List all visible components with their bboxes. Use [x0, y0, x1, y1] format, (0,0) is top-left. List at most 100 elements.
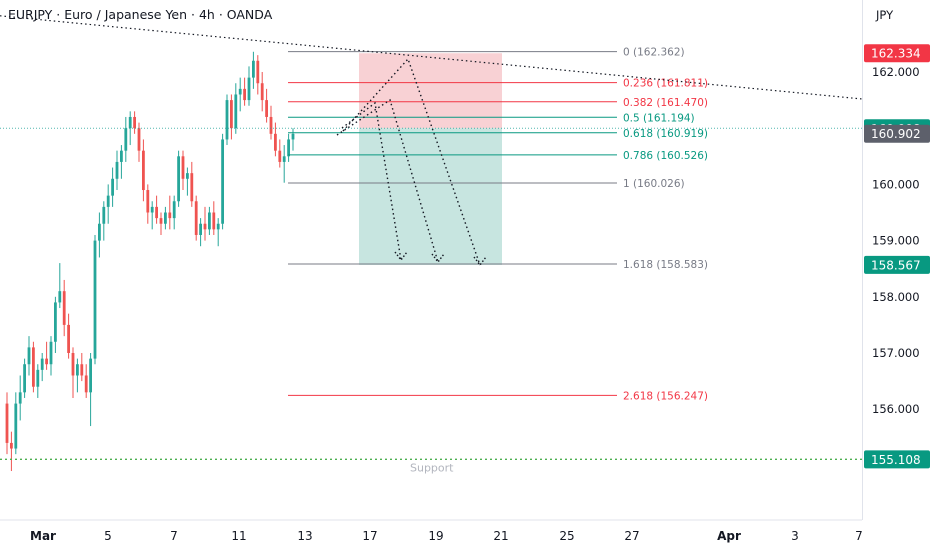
candle — [177, 150, 180, 207]
time-tick: 13 — [297, 529, 312, 543]
candle — [18, 375, 22, 421]
fib-label-2-618: 2.618 (156.247) — [623, 390, 708, 402]
price-tick: 162.000 — [872, 65, 920, 79]
stop-loss-zone — [359, 53, 502, 129]
time-tick: Apr — [717, 529, 741, 543]
candle-body — [203, 223, 207, 230]
candle — [150, 201, 154, 230]
price-label-text: 158.567 — [871, 258, 921, 272]
candle-body — [49, 341, 53, 365]
candle-body — [36, 369, 40, 387]
candle-body — [274, 133, 277, 151]
candle-body — [133, 116, 136, 129]
candle — [243, 77, 246, 106]
candle-body — [216, 223, 220, 230]
candle-body — [71, 353, 75, 376]
candle — [71, 347, 75, 398]
candle — [80, 353, 84, 382]
candle-body — [137, 128, 141, 151]
time-tick: 3 — [791, 529, 799, 543]
candle-body — [5, 403, 9, 443]
symbol-title[interactable]: EURJPY · Euro / Japanese Yen · 4h · OAND… — [8, 7, 273, 22]
candle — [155, 195, 158, 224]
candles — [5, 51, 295, 472]
time-tick: 11 — [231, 529, 246, 543]
candle — [274, 122, 277, 157]
candle — [199, 218, 202, 247]
time-tick: 25 — [559, 529, 574, 543]
candle — [146, 184, 150, 224]
candle-body — [120, 150, 123, 162]
take-profit-zone — [359, 128, 502, 265]
candle-body — [234, 94, 238, 129]
price-label-red: 162.334 — [864, 44, 930, 63]
candle-body — [146, 190, 150, 213]
position-zones — [359, 53, 502, 265]
price-label-bg — [864, 124, 930, 143]
candle — [247, 66, 251, 106]
currency-label[interactable]: JPY — [876, 8, 894, 22]
fib-label-0-618: 0.618 (160.919) — [623, 128, 708, 140]
candle-body — [115, 161, 119, 179]
candle-body — [164, 212, 167, 224]
candle — [49, 336, 53, 376]
price-tick: 157.000 — [872, 346, 920, 360]
candle — [186, 167, 189, 196]
fib-label-0-5: 0.5 (161.194) — [623, 112, 695, 124]
candle — [252, 51, 255, 89]
candle — [98, 212, 101, 258]
fib-label-0: 0 (162.362) — [623, 47, 685, 59]
candle — [172, 195, 176, 230]
candle — [238, 77, 242, 112]
candle-body — [181, 156, 185, 179]
candle-body — [54, 302, 57, 342]
price-label-green: 155.108 — [864, 450, 930, 469]
candle — [120, 145, 123, 179]
candle-body — [40, 358, 44, 370]
candle — [260, 72, 264, 112]
candle — [89, 353, 92, 427]
candle-body — [186, 173, 189, 179]
candle — [10, 431, 13, 472]
fib-label-0-236: 0.236 (161.811) — [623, 78, 708, 90]
candle-body — [128, 116, 132, 129]
candle — [230, 94, 233, 140]
candle — [142, 139, 145, 202]
candle-body — [67, 324, 70, 353]
candle-body — [252, 60, 255, 78]
time-axis: Mar 5 7 11 13 17 19 21 25 27 Apr 3 7 — [0, 519, 863, 543]
price-tick: 160.000 — [872, 177, 920, 191]
price-tick: 156.000 — [872, 402, 920, 416]
candle — [32, 341, 35, 393]
overlays: Support — [0, 15, 863, 474]
candle-body — [159, 218, 163, 224]
candle-body — [265, 100, 268, 117]
candle — [106, 184, 110, 224]
candle-body — [93, 240, 97, 359]
candle — [67, 313, 70, 359]
candle — [102, 201, 106, 241]
price-tick: 158.000 — [872, 290, 920, 304]
candle-body — [62, 291, 66, 325]
time-tick: 19 — [428, 529, 443, 543]
trendline — [0, 15, 863, 100]
candle — [62, 279, 66, 337]
candle-body — [221, 139, 224, 224]
candle — [27, 336, 31, 376]
time-tick: 27 — [624, 529, 639, 543]
candle — [234, 83, 238, 134]
fib-label-0-382: 0.382 (161.470) — [623, 97, 708, 109]
candle-body — [142, 150, 145, 191]
time-tick: 21 — [493, 529, 508, 543]
candle-body — [287, 139, 290, 157]
candle-body — [111, 178, 114, 196]
candle — [14, 392, 18, 455]
candle-body — [225, 100, 229, 140]
candle — [36, 364, 40, 398]
time-tick: 7 — [855, 529, 863, 543]
candle-body — [190, 173, 194, 202]
candle-body — [23, 364, 26, 393]
price-label-bg — [864, 255, 930, 274]
candle-body — [89, 358, 92, 393]
